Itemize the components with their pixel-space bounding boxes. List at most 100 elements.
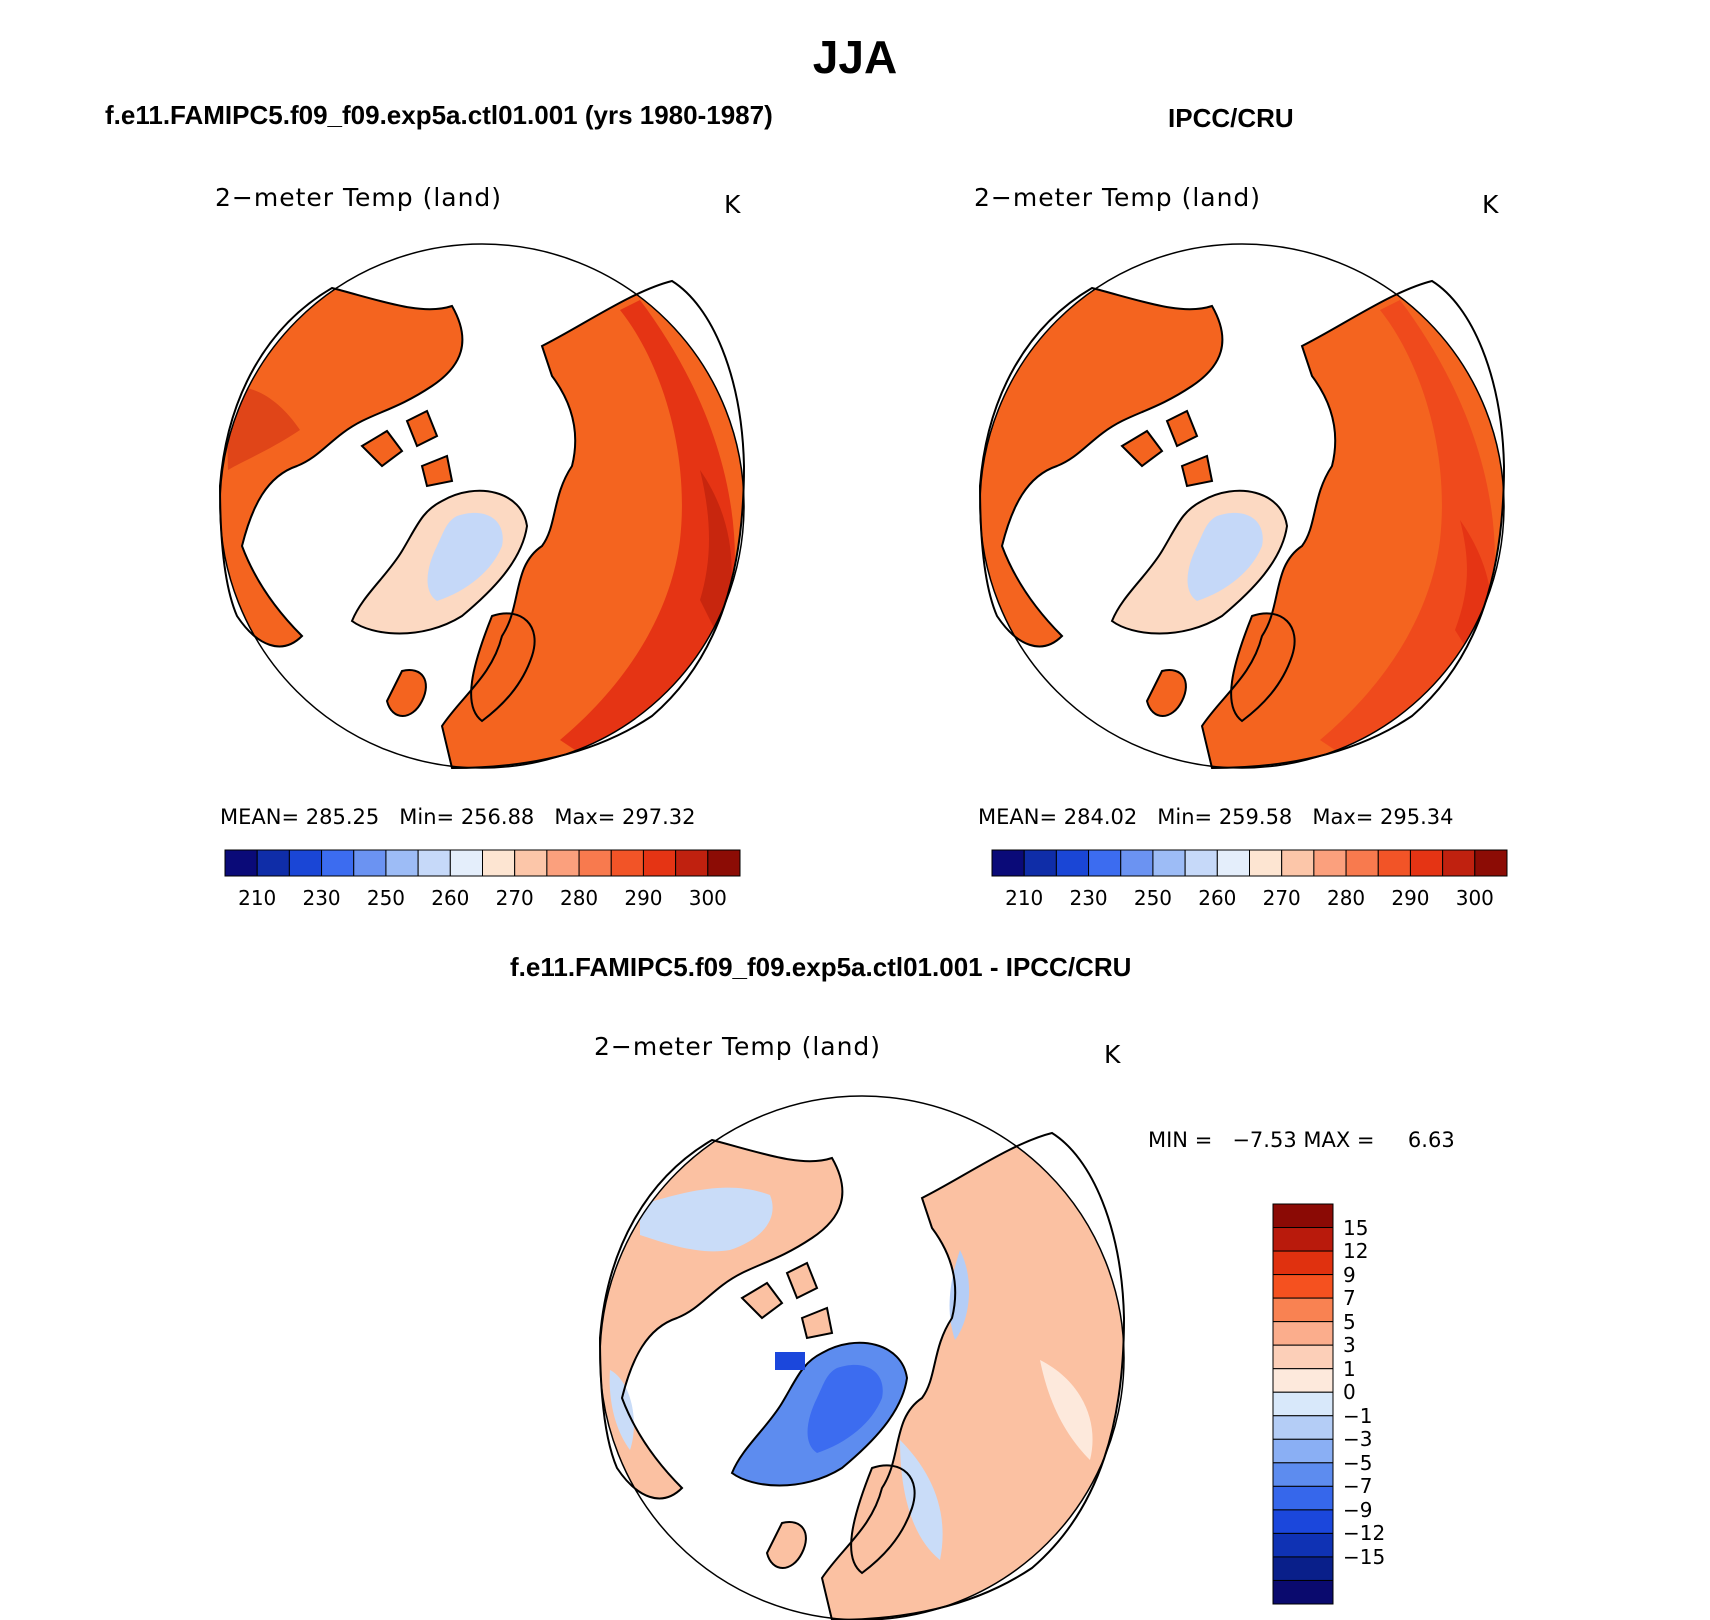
colorbar-cell <box>1055 849 1090 877</box>
colorbar-tick-label: −15 <box>1343 1544 1386 1569</box>
colorbar-cell <box>610 849 644 877</box>
colorbar-tick-label: −7 <box>1343 1474 1373 1499</box>
model-panel-header: f.e11.FAMIPC5.f09_f09.exp5a.ctl01.001 (y… <box>105 100 773 130</box>
colorbar-tick-label: 0 <box>1343 1380 1356 1405</box>
colorbar-tick-label: −1 <box>1343 1403 1373 1428</box>
colorbar-cell <box>1281 849 1315 877</box>
colorbar-cell <box>288 849 323 877</box>
colorbar-cell <box>707 849 741 877</box>
colorbar-cell <box>1409 849 1444 877</box>
colorbar-cell <box>353 849 387 877</box>
obs-min-value: 259.58 <box>1218 805 1293 829</box>
colorbar-tick-label: 210 <box>238 886 277 910</box>
colorbar-cell <box>546 849 580 877</box>
obs-stats: MEAN= 284.02 Min= 259.58 Max= 295.34 <box>978 805 1454 829</box>
colorbar-tick-label: 280 <box>559 886 599 910</box>
obs-max-value: 295.34 <box>1380 805 1454 829</box>
colorbar-cell <box>449 849 483 877</box>
colorbar-tick-label: −5 <box>1343 1450 1373 1475</box>
colorbar-tick-label: −9 <box>1343 1497 1373 1522</box>
model-map <box>219 243 745 769</box>
colorbar-cell <box>991 849 1025 877</box>
colorbar-tick-label: 1 <box>1343 1356 1356 1381</box>
colorbar-tick-label: 210 <box>1005 886 1044 910</box>
obs-variable-title: 2−meter Temp (land) <box>974 183 1262 212</box>
obs-map <box>979 243 1505 769</box>
colorbar-cell <box>1272 1344 1334 1370</box>
colorbar-tick-label: 250 <box>366 886 406 910</box>
colorbar-cell <box>1272 1203 1334 1229</box>
obs-min-label: Min= <box>1157 805 1213 829</box>
obs-units: K <box>1482 190 1499 219</box>
colorbar-cell <box>1272 1321 1334 1346</box>
diff-variable-title: 2−meter Temp (land) <box>594 1032 882 1061</box>
obs-panel-header: IPCC/CRU <box>1168 103 1294 133</box>
colorbar-cell <box>1272 1485 1334 1511</box>
colorbar-cell <box>385 849 419 877</box>
colorbar-cell <box>417 849 451 877</box>
model-stats: MEAN= 285.25 Min= 256.88 Max= 297.32 <box>220 805 696 829</box>
colorbar-cell <box>1272 1368 1334 1393</box>
colorbar-tick-label: 230 <box>302 886 341 910</box>
figure-title: JJA <box>812 31 898 83</box>
colorbar-cell <box>1272 1274 1334 1299</box>
diff-max-value: 6.63 <box>1407 1128 1455 1152</box>
model-max-value: 297.32 <box>622 805 696 829</box>
colorbar-tick-label: 9 <box>1343 1262 1356 1287</box>
obs-colorbar <box>991 849 1508 877</box>
colorbar-tick-label: 300 <box>688 886 727 910</box>
colorbar-cell <box>482 849 516 877</box>
colorbar-tick-label: −12 <box>1343 1521 1386 1546</box>
colorbar-tick-label: 250 <box>1133 886 1173 910</box>
colorbar-tick-label: 15 <box>1343 1215 1369 1240</box>
colorbar-cell <box>514 849 548 877</box>
model-units: K <box>724 190 741 219</box>
colorbar-tick-label: −3 <box>1343 1427 1373 1452</box>
colorbar-tick-label: 300 <box>1455 886 1494 910</box>
colorbar-cell <box>256 849 290 877</box>
colorbar-tick-label: 230 <box>1069 886 1108 910</box>
colorbar-cell <box>321 849 355 877</box>
colorbar-tick-label: 260 <box>431 886 470 910</box>
diff-min-value: −7.53 <box>1232 1128 1297 1152</box>
colorbar-tick-label: 7 <box>1343 1286 1356 1311</box>
diff-map <box>599 1095 1125 1620</box>
colorbar-cell <box>675 849 709 877</box>
colorbar-tick-label: 270 <box>1262 886 1301 910</box>
diff-max-label: MAX = <box>1303 1128 1375 1152</box>
colorbar-cell <box>1023 849 1057 877</box>
colorbar-tick-label: 290 <box>624 886 663 910</box>
colorbar-tick-label: 3 <box>1343 1333 1356 1358</box>
colorbar-cell <box>1474 849 1508 877</box>
colorbar-cell <box>1272 1532 1334 1558</box>
colorbar-cell <box>224 849 258 877</box>
model-colorbar <box>224 849 741 877</box>
colorbar-cell <box>1272 1297 1334 1323</box>
diff-stats: MIN = −7.53 MAX = 6.63 <box>1148 1128 1455 1152</box>
colorbar-tick-label: 270 <box>495 886 534 910</box>
model-mean-value: 285.25 <box>305 805 380 829</box>
colorbar-cell <box>1272 1556 1334 1581</box>
model-min-label: Min= <box>399 805 455 829</box>
colorbar-cell <box>1272 1509 1334 1534</box>
colorbar-cell <box>1272 1227 1334 1252</box>
colorbar-cell <box>1272 1438 1334 1464</box>
colorbar-cell <box>578 849 612 877</box>
model-variable-title: 2−meter Temp (land) <box>215 183 503 212</box>
diff-panel-header: f.e11.FAMIPC5.f09_f09.exp5a.ctl01.001 - … <box>510 952 1132 982</box>
colorbar-cell <box>1272 1250 1334 1276</box>
diff-units: K <box>1104 1040 1121 1069</box>
colorbar-cell <box>1313 849 1347 877</box>
colorbar-cell <box>1088 849 1122 877</box>
colorbar-cell <box>1377 849 1411 877</box>
colorbar-tick-label: 280 <box>1326 886 1366 910</box>
colorbar-cell <box>1272 1579 1334 1605</box>
colorbar-cell <box>1152 849 1186 877</box>
colorbar-cell <box>642 849 677 877</box>
colorbar-cell <box>1216 849 1250 877</box>
colorbar-tick-label: 290 <box>1391 886 1430 910</box>
colorbar-cell <box>1249 849 1283 877</box>
model-max-label: Max= <box>554 805 616 829</box>
colorbar-tick-label: 260 <box>1198 886 1237 910</box>
